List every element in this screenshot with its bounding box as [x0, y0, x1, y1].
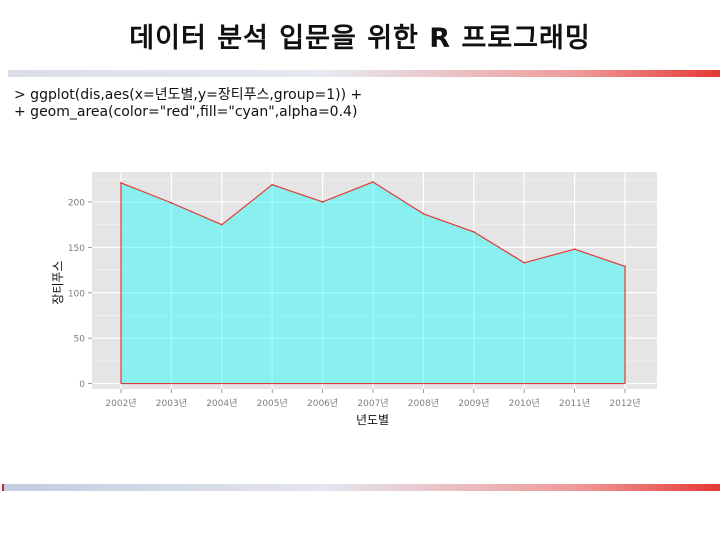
data-point: [624, 265, 626, 268]
slide-title: 데이터 분석 입문을 위한 R 프로그래밍: [129, 23, 591, 54]
data-point: [321, 201, 324, 203]
footer-divider-bar: [2, 484, 720, 491]
x-axis-title: 년도별: [356, 413, 389, 427]
x-tick-label: 2002년: [105, 398, 136, 409]
y-tick-label: 100: [68, 289, 85, 299]
code-line-1: > ggplot(dis,aes(x=년도별,y=장티푸스,group=1)) …: [14, 87, 363, 103]
data-point: [271, 183, 274, 186]
area-outline: [120, 181, 626, 385]
data-point: [472, 231, 475, 233]
data-point: [573, 248, 576, 251]
code-line-2: + geom_area(color="red",fill="cyan",alph…: [14, 104, 358, 120]
y-axis-title: 장티푸스: [51, 260, 65, 304]
data-point: [170, 201, 173, 204]
x-tick-label: 2004년: [206, 398, 237, 409]
title-divider-bar: [8, 70, 720, 77]
y-tick-label: 50: [74, 335, 86, 345]
area-fill: [121, 181, 625, 384]
y-tick-label: 150: [68, 244, 85, 254]
data-point: [120, 181, 122, 184]
y-tick-label: 200: [68, 198, 85, 208]
data-point: [523, 261, 526, 264]
footer-accent-mark: [2, 484, 4, 491]
x-tick-label: 2010년: [509, 398, 540, 409]
x-tick-label: 2006년: [307, 398, 338, 409]
plot-panel: [92, 172, 657, 389]
x-tick-label: 2011년: [559, 398, 590, 409]
data-point: [220, 223, 223, 226]
x-tick-label: 2003년: [156, 398, 187, 409]
x-tick-label: 2007년: [357, 398, 388, 409]
data-point: [422, 212, 425, 215]
x-tick-label: 2012년: [609, 398, 640, 409]
x-tick-label: 2009년: [458, 398, 489, 409]
x-tick-label: 2005년: [257, 398, 288, 409]
data-point: [372, 181, 374, 183]
y-tick-label: 0: [79, 380, 85, 390]
x-tick-label: 2008년: [408, 398, 439, 409]
